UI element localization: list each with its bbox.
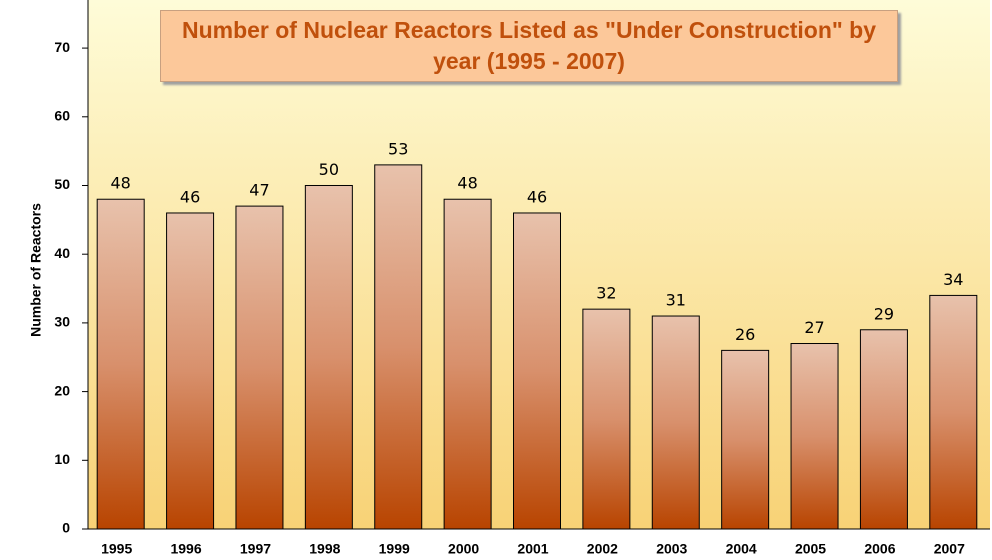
value-label: 26: [735, 325, 755, 344]
x-tick-label: 1998: [309, 541, 340, 557]
y-tick-label: 20: [54, 382, 70, 398]
title-box: Number of Nuclear Reactors Listed as "Un…: [160, 10, 898, 82]
bar: [929, 294, 978, 530]
x-tick-label: 1996: [170, 541, 201, 557]
y-tick-label: 70: [54, 39, 70, 55]
y-tick-label: 30: [54, 314, 70, 330]
value-label: 53: [388, 139, 408, 158]
x-tick-label: 2000: [448, 541, 479, 557]
bar: [166, 212, 215, 530]
bar: [721, 349, 770, 530]
value-label: 29: [874, 304, 894, 323]
x-tick-label: 2004: [726, 541, 757, 557]
bar: [235, 205, 284, 530]
bar: [513, 212, 561, 530]
x-tick-label: 1999: [379, 541, 410, 557]
chart-title: Number of Nuclear Reactors Listed as "Un…: [181, 17, 877, 74]
x-tick-label: 1997: [240, 541, 271, 557]
bar: [582, 308, 631, 530]
y-tick-label: 50: [54, 176, 70, 192]
value-label: 47: [249, 181, 269, 200]
x-tick-label: 2007: [934, 541, 965, 557]
bar: [96, 198, 145, 530]
x-tick-label: 2006: [864, 541, 895, 557]
y-axis-label: Number of Reactors: [28, 203, 44, 337]
value-label: 48: [111, 174, 131, 193]
value-label: 50: [319, 160, 339, 179]
bar: [304, 184, 353, 530]
bar: [443, 198, 492, 530]
x-tick-label: 2005: [795, 541, 826, 557]
x-tick-label: 2002: [587, 541, 618, 557]
value-label: 34: [943, 270, 963, 289]
x-tick-label: 2001: [517, 541, 548, 557]
value-label: 32: [596, 284, 616, 303]
bar: [374, 164, 423, 530]
bar: [651, 315, 700, 530]
y-tick-label: 0: [62, 520, 70, 536]
value-label: 46: [527, 187, 547, 206]
y-tick-label: 60: [54, 107, 70, 123]
bar: [790, 343, 839, 530]
y-tick-label: 10: [54, 451, 70, 467]
x-tick-label: 1995: [101, 541, 132, 557]
value-label: 31: [666, 291, 686, 310]
y-tick-label: 40: [54, 245, 70, 261]
value-label: 46: [180, 187, 200, 206]
value-label: 48: [457, 174, 477, 193]
value-label: 27: [804, 318, 824, 337]
x-tick-label: 2003: [656, 541, 687, 557]
bar: [859, 329, 908, 530]
